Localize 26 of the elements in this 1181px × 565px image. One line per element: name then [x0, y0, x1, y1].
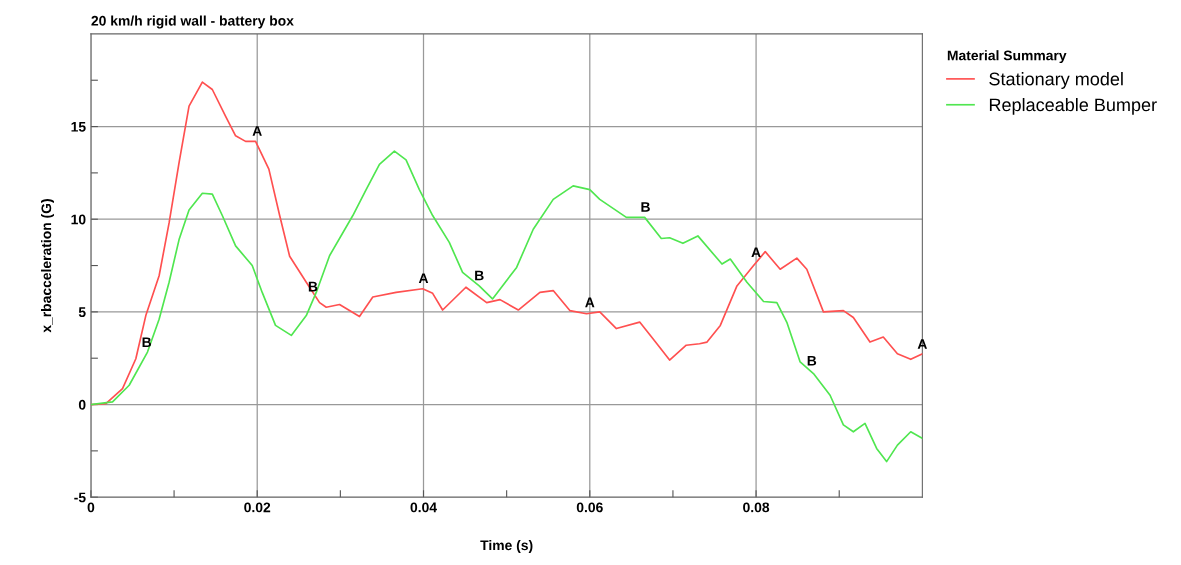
annotation: B	[807, 355, 817, 366]
legend-label: Stationary model	[989, 72, 1123, 89]
annotation: B	[142, 337, 152, 347]
annotation: A	[751, 247, 761, 258]
chart-title: 20 km/h rigid wall - battery box	[91, 15, 294, 29]
annotation: B	[308, 281, 318, 292]
y-tick-label: 10	[71, 214, 86, 225]
annotation: A	[418, 273, 429, 284]
x-tick-label: 0.04	[410, 502, 437, 513]
annotation: A	[917, 339, 928, 349]
annotation: B	[475, 270, 484, 281]
y-tick-label: 0	[78, 399, 86, 410]
y-tick-label: -5	[74, 492, 86, 503]
legend-title: Material Summary	[947, 50, 1067, 64]
x-tick-label: 0	[87, 502, 95, 513]
y-tick-label: 5	[78, 307, 86, 318]
y-axis-title: x_rbacceleration (G)	[41, 199, 54, 333]
annotation: A	[585, 297, 595, 308]
x-tick-label: 0.06	[576, 502, 603, 513]
x-axis-title: Time (s)	[480, 540, 533, 553]
annotation: A	[252, 126, 262, 136]
y-tick-label: 15	[71, 122, 86, 132]
legend-label: Replaceable Bumper	[989, 97, 1157, 115]
annotation: B	[641, 202, 650, 212]
x-tick-label: 0.08	[743, 502, 770, 513]
x-tick-label: 0.02	[244, 502, 271, 513]
